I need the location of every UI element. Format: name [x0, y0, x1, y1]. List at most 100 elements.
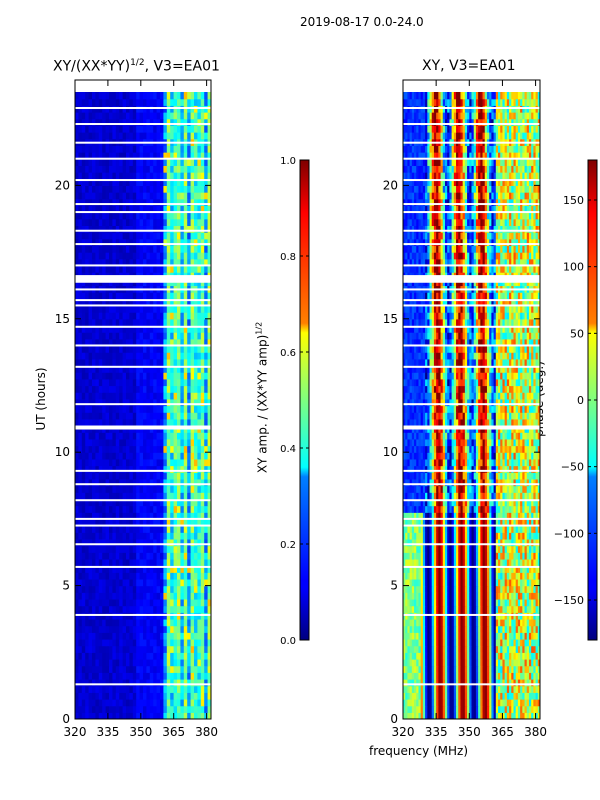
right-xtick-label-365: 365 — [491, 725, 514, 739]
right-xtick-label-320: 320 — [392, 725, 415, 739]
left-ytick-label-5: 5 — [62, 579, 70, 593]
right-gap — [403, 141, 540, 144]
right-gap — [403, 483, 540, 486]
left-gap — [75, 229, 211, 232]
right-xtick-label-380: 380 — [524, 725, 547, 739]
left-gap — [75, 524, 211, 527]
right-gap — [403, 288, 540, 291]
right-gap — [403, 469, 540, 472]
right-gap — [403, 107, 540, 110]
left-xtick-label-380: 380 — [195, 725, 218, 739]
figure-title: 2019-08-17 0.0-24.0 — [300, 15, 424, 29]
right-gap — [403, 243, 540, 246]
left-gap — [75, 403, 211, 406]
right-gap — [403, 203, 540, 206]
left-xtick-label-320: 320 — [64, 725, 87, 739]
left-axes-frame — [74, 79, 212, 720]
left-colorbar-tick-label: 0.0 — [280, 636, 296, 647]
left-ytick-label-10: 10 — [55, 445, 70, 459]
right-ytick-label-15: 15 — [383, 312, 398, 326]
flag-band — [403, 425, 540, 430]
left-gap — [75, 264, 211, 267]
left-colorbar-tick-label: 0.2 — [280, 540, 296, 551]
left-gap — [75, 344, 211, 347]
right-gap — [403, 499, 540, 502]
right-ytick-label-0: 0 — [390, 712, 398, 726]
right-gap — [403, 211, 540, 214]
left-ytick-label-15: 15 — [55, 312, 70, 326]
left-xtick-label-365: 365 — [162, 725, 185, 739]
right-gap — [403, 229, 540, 232]
flag-band — [75, 276, 211, 283]
right-gap — [403, 344, 540, 347]
right-gap — [403, 403, 540, 406]
right-panel-title: XY, V3=EA01 — [422, 58, 516, 74]
right-ytick-label-10: 10 — [383, 445, 398, 459]
right-gap — [403, 325, 540, 328]
flag-band — [403, 276, 540, 283]
left-panel-title: XY/(XX*YY)1/2, V3=EA01 — [53, 58, 220, 75]
left-gap — [75, 517, 211, 520]
right-colorbar-tick-label: 150 — [563, 194, 584, 207]
right-ytick-label-5: 5 — [390, 579, 398, 593]
right-gap — [403, 299, 540, 302]
x-axis-label: frequency (MHz) — [369, 744, 469, 758]
right-gap — [403, 157, 540, 160]
left-gap — [75, 683, 211, 686]
left-ytick-label-0: 0 — [62, 712, 70, 726]
right-axes-frame — [402, 79, 541, 720]
right-xtick-label-350: 350 — [458, 725, 481, 739]
right-colorbar — [588, 160, 597, 640]
left-gap — [75, 288, 211, 291]
left-gap — [75, 365, 211, 368]
right-gap — [403, 365, 540, 368]
left-gap — [75, 565, 211, 568]
right-colorbar-tick-label: 50 — [570, 327, 584, 340]
left-gap — [75, 299, 211, 302]
left-colorbar-frame — [299, 159, 310, 641]
left-gap — [75, 243, 211, 246]
left-gap — [75, 499, 211, 502]
right-colorbar-tick-label: 100 — [563, 261, 584, 274]
left-gap — [75, 107, 211, 110]
left-gap — [75, 469, 211, 472]
right-colorbar-tick-label: −150 — [554, 594, 584, 607]
left-colorbar-tick-label: 1.0 — [280, 156, 296, 167]
left-gap — [75, 157, 211, 160]
left-xtick-label-335: 335 — [96, 725, 119, 739]
right-colorbar-tick-label: 0 — [577, 394, 584, 407]
flag-band — [75, 425, 211, 430]
right-gap — [403, 264, 540, 267]
left-gap — [75, 543, 211, 546]
left-gap — [75, 203, 211, 206]
left-colorbar-tick-label: 0.6 — [280, 348, 296, 359]
right-gap — [403, 613, 540, 616]
left-ytick-label-20: 20 — [55, 178, 70, 192]
left-gap — [75, 141, 211, 144]
left-gap — [75, 304, 211, 307]
right-colorbar-tick-label: −100 — [554, 527, 584, 540]
right-gap — [403, 683, 540, 686]
right-xtick-label-335: 335 — [425, 725, 448, 739]
left-colorbar-tick-label: 0.8 — [280, 252, 296, 263]
left-title-exponent: 1/2 — [130, 58, 145, 68]
left-colorbar-tick-label: 0.4 — [280, 444, 296, 455]
right-gap — [403, 304, 540, 307]
right-gap — [403, 524, 540, 527]
left-gap — [75, 325, 211, 328]
right-gap — [403, 543, 540, 546]
right-colorbar-tick-label: −50 — [561, 461, 584, 474]
left-gap — [75, 179, 211, 182]
right-gap — [403, 123, 540, 126]
left-gap — [75, 211, 211, 214]
left-title-main: XY/(XX*YY) — [53, 58, 131, 75]
right-gap — [403, 565, 540, 568]
left-title-suffix: , V3=EA01 — [144, 58, 220, 75]
right-gap — [403, 179, 540, 182]
left-xtick-label-350: 350 — [129, 725, 152, 739]
right-ytick-label-20: 20 — [383, 178, 398, 192]
right-gap — [403, 517, 540, 520]
left-gap — [75, 123, 211, 126]
left-gap — [75, 613, 211, 616]
